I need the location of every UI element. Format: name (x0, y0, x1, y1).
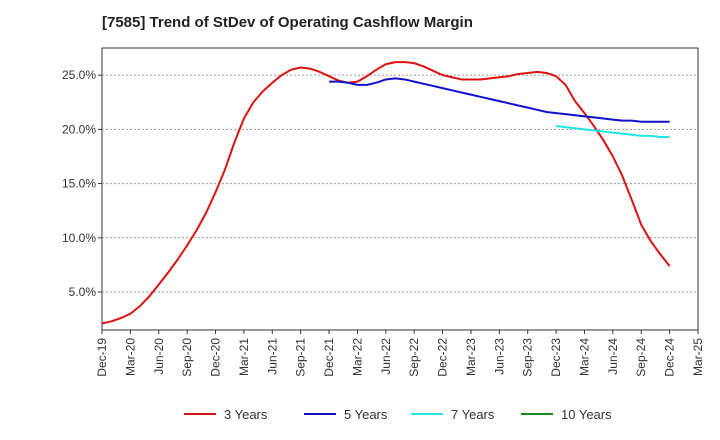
legend: 3 Years 5 Years 7 Years 10 Years (184, 407, 612, 422)
legend-label: 10 Years (561, 407, 612, 422)
x-tick-label: Mar-20 (123, 338, 137, 376)
gridlines (102, 74, 698, 293)
x-tick-label: Dec-23 (549, 338, 563, 377)
legend-item-7-years: 7 Years (411, 407, 495, 422)
legend-label: 3 Years (224, 407, 268, 422)
x-axis: Dec-19 Mar-20 Jun-20 Sep-20 Dec-20 Mar-21 Jun-… (95, 330, 705, 377)
x-tick-label: Jun-22 (379, 338, 393, 375)
x-tick-label: Sep-23 (521, 338, 535, 377)
x-tick-label: Dec-19 (95, 338, 109, 377)
x-tick-label: Mar-21 (237, 338, 251, 376)
x-tick-label: Jun-23 (492, 338, 506, 375)
legend-label: 7 Years (451, 407, 495, 422)
x-tick-label: Sep-22 (407, 338, 421, 377)
x-tick-label: Mar-23 (464, 338, 478, 376)
x-tick-label: Sep-24 (634, 338, 648, 377)
legend-item-3-years: 3 Years (184, 407, 268, 422)
legend-item-10-years: 10 Years (521, 407, 612, 422)
x-tick-label: Dec-21 (322, 338, 336, 377)
series-lines (101, 61, 671, 325)
series-line-7-years (555, 125, 670, 138)
x-tick-label: Sep-21 (294, 338, 308, 377)
x-tick-label: Dec-22 (436, 338, 450, 377)
chart-title: [7585] Trend of StDev of Operating Cashf… (102, 14, 473, 31)
legend-label: 5 Years (344, 407, 388, 422)
legend-item-5-years: 5 Years (304, 407, 388, 422)
x-tick-label: Mar-22 (350, 338, 364, 376)
x-tick-label: Jun-24 (606, 338, 620, 375)
y-axis: 5.0% 10.0% 15.0% 20.0% 25.0% (62, 68, 102, 299)
series-line-3-years (101, 61, 671, 325)
y-tick-label: 10.0% (62, 231, 96, 245)
x-tick-label: Jun-21 (265, 338, 279, 375)
x-tick-label: Mar-25 (691, 338, 705, 376)
y-tick-label: 25.0% (62, 68, 96, 82)
series-line-5-years (329, 77, 670, 123)
x-tick-label: Mar-24 (577, 338, 591, 376)
x-tick-label: Sep-20 (180, 338, 194, 377)
x-tick-label: Dec-24 (663, 338, 677, 377)
plot-area (101, 47, 699, 331)
y-tick-label: 15.0% (62, 177, 96, 191)
x-tick-label: Jun-20 (152, 338, 166, 375)
y-tick-label: 20.0% (62, 122, 96, 136)
x-tick-label: Dec-20 (209, 338, 223, 377)
y-tick-label: 5.0% (69, 285, 97, 299)
